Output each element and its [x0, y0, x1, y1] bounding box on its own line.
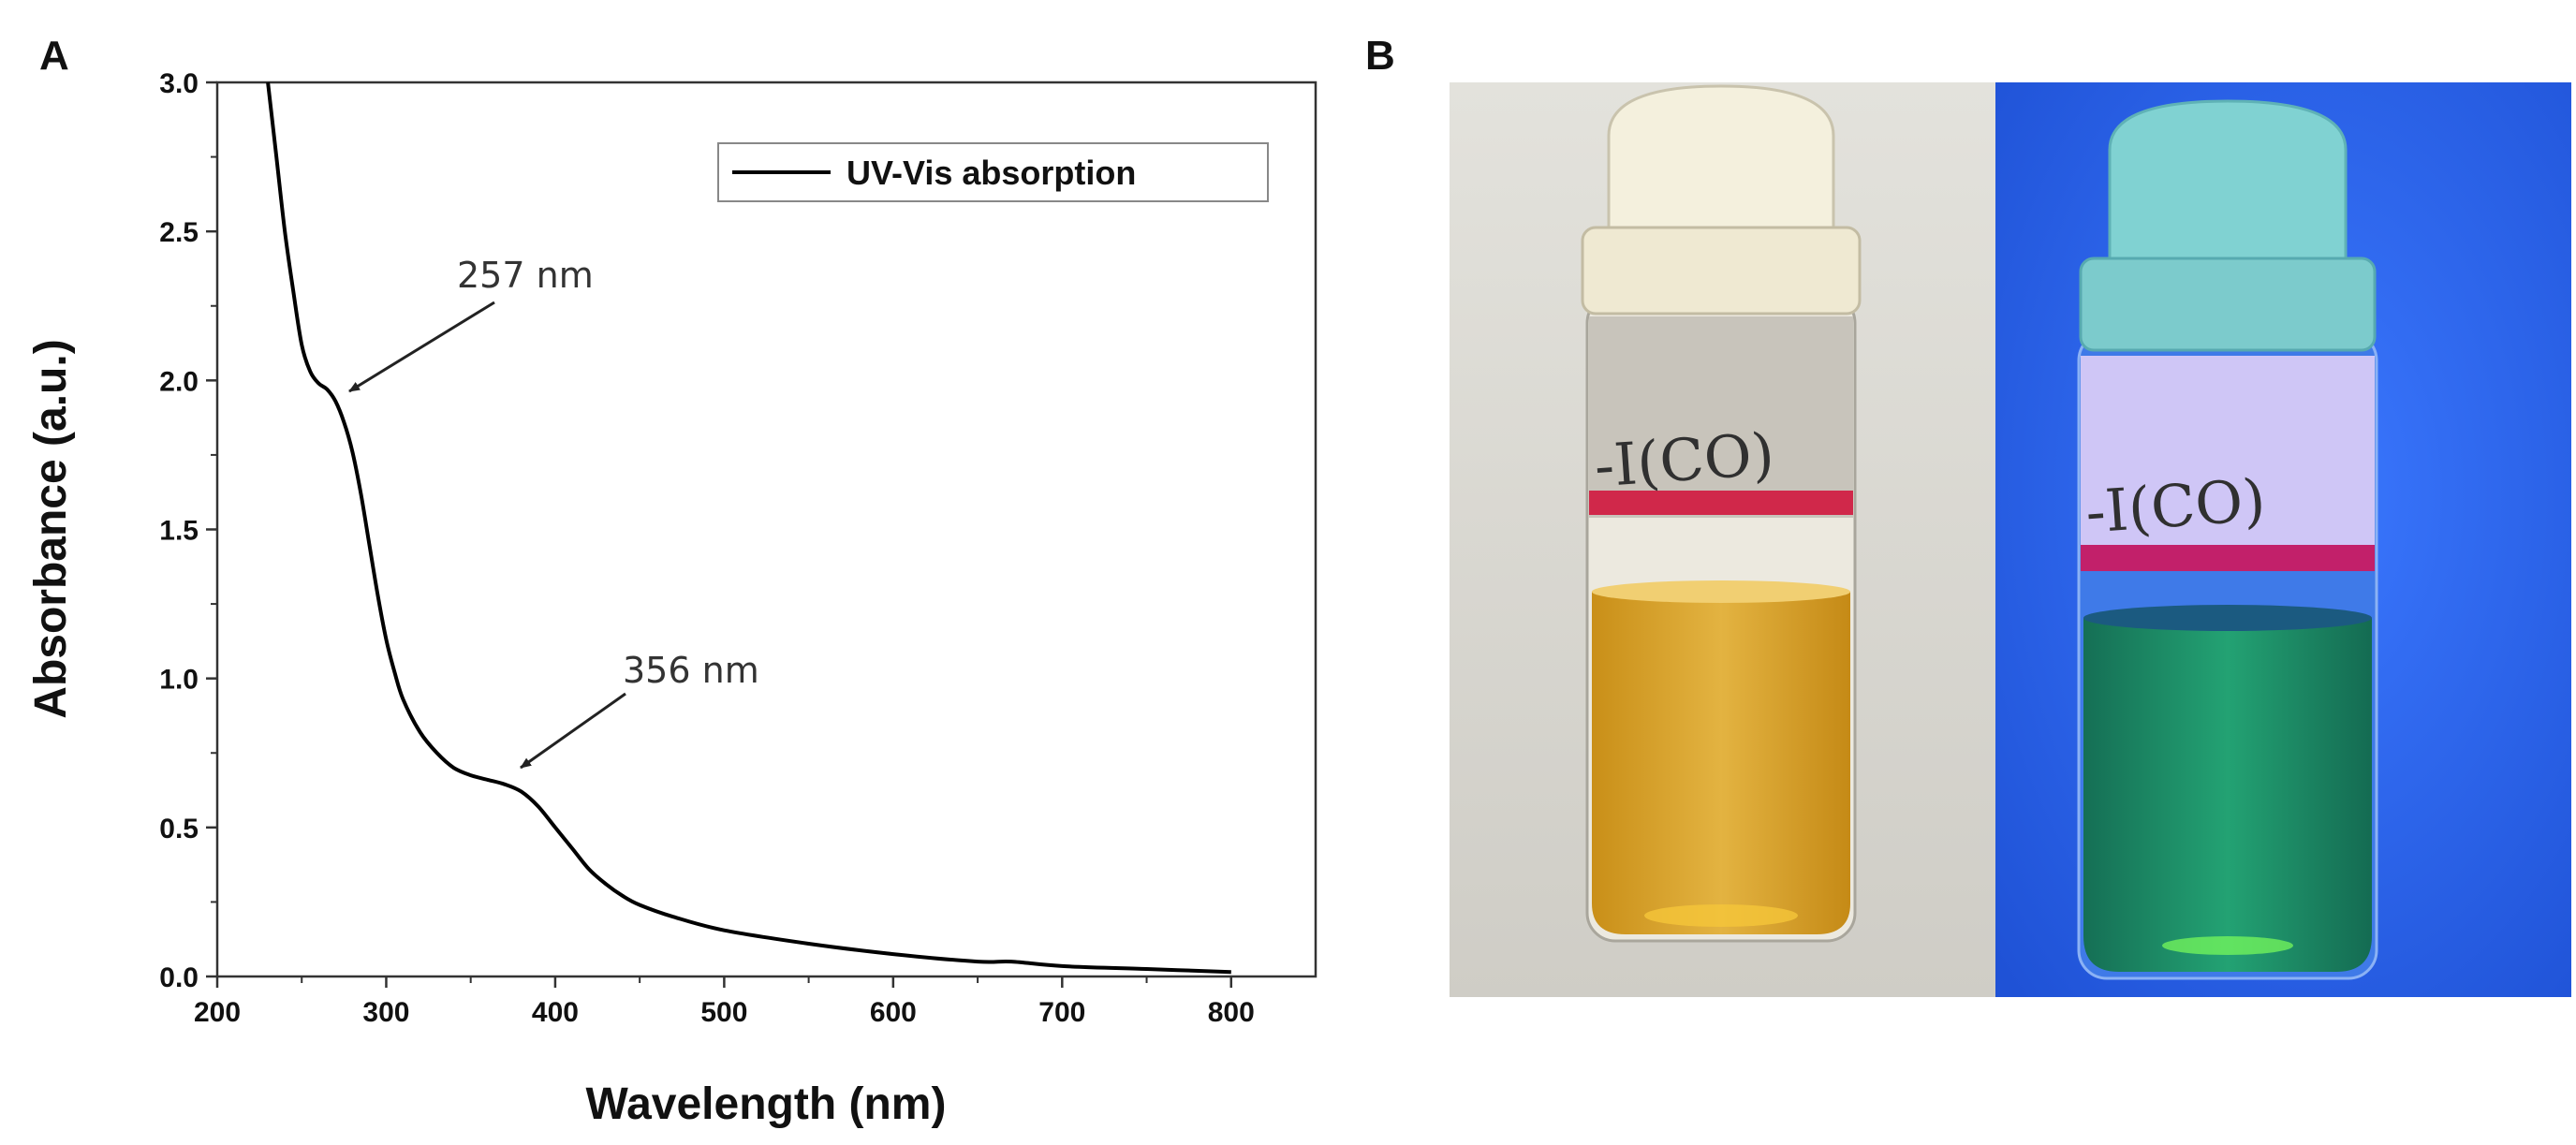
annotation-257: 257 nm	[348, 255, 594, 393]
axis-ticks	[206, 81, 1233, 988]
legend-label: UV-Vis absorption	[846, 154, 1136, 192]
vial-right-label-text: -I(CO)	[2083, 465, 2268, 546]
y-tick-label-3.0: 3.0	[159, 68, 199, 99]
x-tick-label-600: 600	[870, 997, 917, 1028]
vial-right-cap-base	[2079, 257, 2377, 352]
panel-a-letter: A	[39, 33, 69, 79]
vial-left-bottom-glow	[1644, 904, 1798, 927]
y-tick-label-2.0: 2.0	[159, 366, 199, 397]
vial-right-liquid	[2083, 618, 2372, 972]
y-tick-label-0.0: 0.0	[159, 962, 199, 993]
annotation-356-arrow	[520, 692, 626, 770]
vial-left-label	[1589, 316, 1853, 518]
x-tick-label-700: 700	[1038, 997, 1085, 1028]
vial-right-bottom-glow	[2162, 936, 2293, 955]
panel-b-letter: B	[1365, 33, 1395, 79]
plot-frame	[215, 81, 1317, 978]
annotation-257-arrow	[348, 301, 495, 393]
x-axis-title: Wavelength (nm)	[586, 1079, 947, 1129]
vial-left-cap-base	[1581, 226, 1862, 316]
vial-left-liquid	[1592, 592, 1850, 934]
vial-right-meniscus	[2083, 605, 2372, 631]
annotation-257-label: 257 nm	[457, 255, 594, 296]
legend: UV-Vis absorption	[717, 142, 1269, 202]
y-tick-label-0.5: 0.5	[159, 814, 199, 844]
vial-right-cap-top	[2108, 99, 2348, 267]
x-tick-label-400: 400	[532, 997, 579, 1028]
vial-left-meniscus	[1592, 580, 1850, 603]
x-tick-label-800: 800	[1208, 997, 1255, 1028]
vial-right-red-band	[2081, 545, 2375, 571]
vial-right-label	[2081, 356, 2375, 571]
x-tick-label-500: 500	[700, 997, 747, 1028]
uv-vis-chart: 200 300 400 500 600 700 800 0.0 0.5 1.0 1.5 2.0 2.5 3…	[26, 68, 1317, 1129]
y-tick-label-1.5: 1.5	[159, 516, 199, 547]
y-tick-label-2.5: 2.5	[159, 217, 199, 248]
vial-left-red-band	[1589, 491, 1853, 515]
vial-right: -I(CO)	[2077, 99, 2378, 980]
vial-left: -I(CO)	[1581, 84, 1862, 943]
y-tick-label-1.0: 1.0	[159, 665, 199, 696]
annotation-356-label: 356 nm	[623, 650, 759, 691]
vial-left-label-text: -I(CO)	[1592, 419, 1776, 500]
x-tick-label-300: 300	[362, 997, 409, 1028]
y-axis-title: Absorbance (a.u.)	[26, 339, 76, 718]
vial-photo: -I(CO) -I(CO)	[1450, 82, 2571, 997]
annotation-356: 356 nm	[520, 650, 759, 770]
series-line-uv-vis	[266, 81, 1231, 975]
axis-tick-labels: 200 300 400 500 600 700 800 0.0 0.5 1.0 1.5 2.0 2.5 3…	[159, 68, 1255, 1028]
vial-left-cap-top	[1607, 84, 1835, 234]
x-tick-label-200: 200	[194, 997, 241, 1028]
